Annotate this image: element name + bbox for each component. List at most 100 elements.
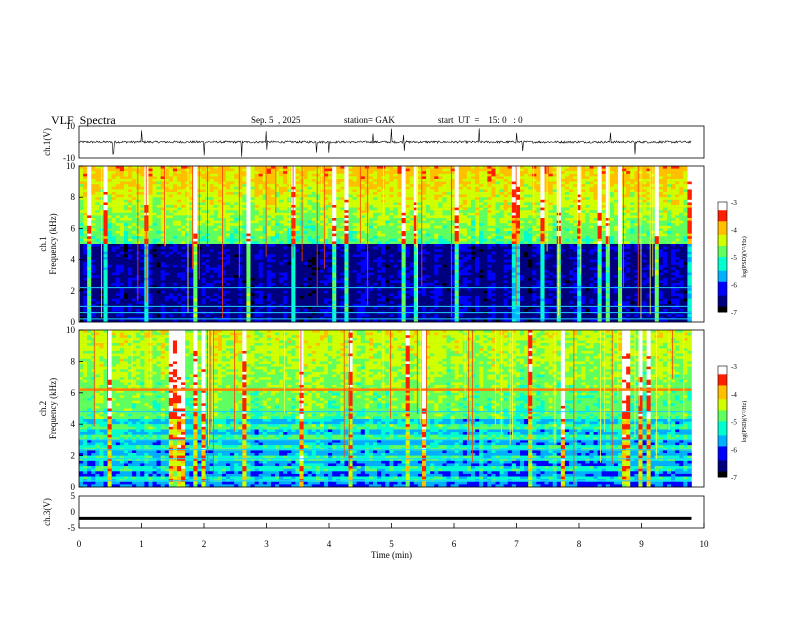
ch1-spectrogram-cell <box>475 168 480 172</box>
ch1-spectrogram-cell <box>462 197 468 201</box>
ch1-spectrogram-cell <box>585 223 590 227</box>
ch1-spectrogram-cell <box>230 205 235 208</box>
ch1-spectrogram-cell <box>283 241 288 245</box>
ch1-spectrogram-cell <box>671 176 676 180</box>
ch1-spectrogram-cell <box>148 246 153 250</box>
ch1-spectrogram-cell <box>462 173 468 177</box>
ch1-spectrogram-cell <box>279 192 284 195</box>
ch1-spectrogram-cell <box>593 168 598 172</box>
ch1-spectrogram-cell <box>609 199 615 203</box>
ch1-spectrogram-cell <box>532 168 537 172</box>
ch1-spectrogram-cell <box>164 244 170 247</box>
ch1-spectrogram-cell <box>111 173 117 177</box>
ch1-spectrogram-cell <box>381 244 386 247</box>
ch1-spectrogram-cell <box>462 218 468 221</box>
ch1-spectrogram-cell <box>275 199 280 203</box>
ch1-spectrogram-cell <box>262 192 268 195</box>
ch1-spectrogram-cell <box>417 168 423 172</box>
ch1-spectrogram-cell <box>332 223 337 227</box>
ch1-spectrogram-cell <box>83 228 88 232</box>
ch1-spectrogram-cell <box>299 179 304 182</box>
ch1-spectrogram-cell <box>589 210 594 214</box>
ch1-spectrogram-cell <box>221 225 227 229</box>
ch1-spectrogram-cell <box>181 225 186 229</box>
ch1-spectrogram-cell <box>189 218 194 221</box>
ch1-spectrogram-cell <box>197 184 202 188</box>
ch1-spectrogram-cell <box>446 171 451 175</box>
ch1-spectrogram-cell <box>140 223 145 227</box>
ch1-spectrogram-cell <box>209 171 215 175</box>
ch1-spectrogram-cell <box>352 231 357 234</box>
ch1-spectrogram-cell <box>622 179 627 182</box>
ch1-spectrogram-cell <box>687 223 692 227</box>
ch1-spectrogram-cell <box>356 197 362 201</box>
ch1-spectrogram-cell <box>148 251 153 255</box>
ch1-spectrogram-cell <box>483 246 488 250</box>
ch1-spectrogram-cell <box>434 220 439 224</box>
ch1-spectrogram-cell <box>234 192 239 195</box>
ch1-spectrogram-cell <box>226 238 231 242</box>
ch1-spectrogram-cell <box>667 231 672 234</box>
ch1-spectrogram-cell <box>295 186 300 190</box>
ch1-spectrogram-cell <box>185 228 190 232</box>
ch1-spectrogram-cell <box>136 168 141 172</box>
ch1-spectrogram-cell <box>458 197 464 201</box>
ch1-spectrogram-cell <box>148 241 153 245</box>
ch1-spectrogram-cell <box>226 166 231 169</box>
ch1-spectrogram-cell <box>475 236 480 240</box>
ch1-spectrogram-cell <box>438 215 443 219</box>
ch1-spectrogram-cell <box>499 181 504 185</box>
ch1-spectrogram-cell <box>540 176 545 180</box>
ch1-spectrogram-cell <box>283 215 288 219</box>
ch1-spectrogram-cell <box>307 168 313 172</box>
ch1-spectrogram-cell <box>270 207 276 211</box>
ch1-spectrogram-cell <box>360 199 366 203</box>
ch1-spectrogram-cell <box>344 189 349 193</box>
ch1-spectrogram-cell <box>401 168 406 172</box>
ch1-spectrogram-cell <box>397 181 402 185</box>
ch1-spectrogram-cell <box>132 168 137 172</box>
ch1-spectrogram-cell <box>140 184 145 188</box>
ch1-spectrogram-cell <box>438 228 443 232</box>
ch1-spectrogram-cell <box>389 233 394 237</box>
ch1-spectrogram-cell <box>577 173 582 177</box>
ch1-spectrogram-cell <box>307 171 313 175</box>
ch1-spectrogram-cell <box>601 231 607 234</box>
ch1-spectrogram-cell <box>283 192 288 195</box>
ch1-spectrogram-cell <box>417 207 423 211</box>
ch1-spectrogram-cell <box>348 199 353 203</box>
ch1-spectrogram-cell <box>483 238 488 242</box>
ch1-spectrogram-cell <box>385 207 390 211</box>
ch1-spectrogram-cell <box>373 181 378 185</box>
ch1-spectrogram-cell <box>295 249 300 253</box>
ch1-spectrogram-cell <box>593 194 598 198</box>
ch1-spectrogram-cell <box>221 202 227 206</box>
ch1-spectrogram-cell <box>409 189 415 193</box>
ch1-spectrogram-cell <box>360 192 366 195</box>
ch1-spectrogram-cell <box>426 241 431 245</box>
ch1-spectrogram-cell <box>123 251 129 255</box>
ch1-spectrogram-cell <box>324 166 329 169</box>
ch1-spectrogram-cell <box>193 251 198 255</box>
ch1-spectrogram-cell <box>152 179 157 182</box>
ch1-spectrogram-cell <box>630 186 635 190</box>
ch1-spectrogram-cell <box>511 186 517 190</box>
ch1-spectrogram-cell <box>336 249 341 253</box>
ch1-spectrogram-cell <box>360 184 366 188</box>
ch1-spectrogram-cell <box>168 241 174 245</box>
ch1-spectrogram-cell <box>528 231 533 234</box>
ch1-spectrogram-cell <box>132 218 137 221</box>
ch1-spectrogram-cell <box>352 181 357 185</box>
ch1-spectrogram-cell <box>364 215 370 219</box>
ch1-spectrogram-cell <box>87 184 92 188</box>
ch1-spectrogram-cell <box>148 238 153 242</box>
ch1-spectrogram-cell <box>311 238 317 242</box>
ch1-spectrogram-cell <box>279 199 284 203</box>
ch1-spectrogram-cell <box>397 168 402 172</box>
ch1-spectrogram-cell <box>389 194 394 198</box>
ch1-spectrogram-cell <box>119 251 125 255</box>
ch1-spectrogram-cell <box>291 233 296 237</box>
ch1-spectrogram-cell <box>687 184 692 188</box>
ch1-spectrogram-cell <box>177 238 182 242</box>
ch1-spectrogram-cell <box>368 241 374 245</box>
